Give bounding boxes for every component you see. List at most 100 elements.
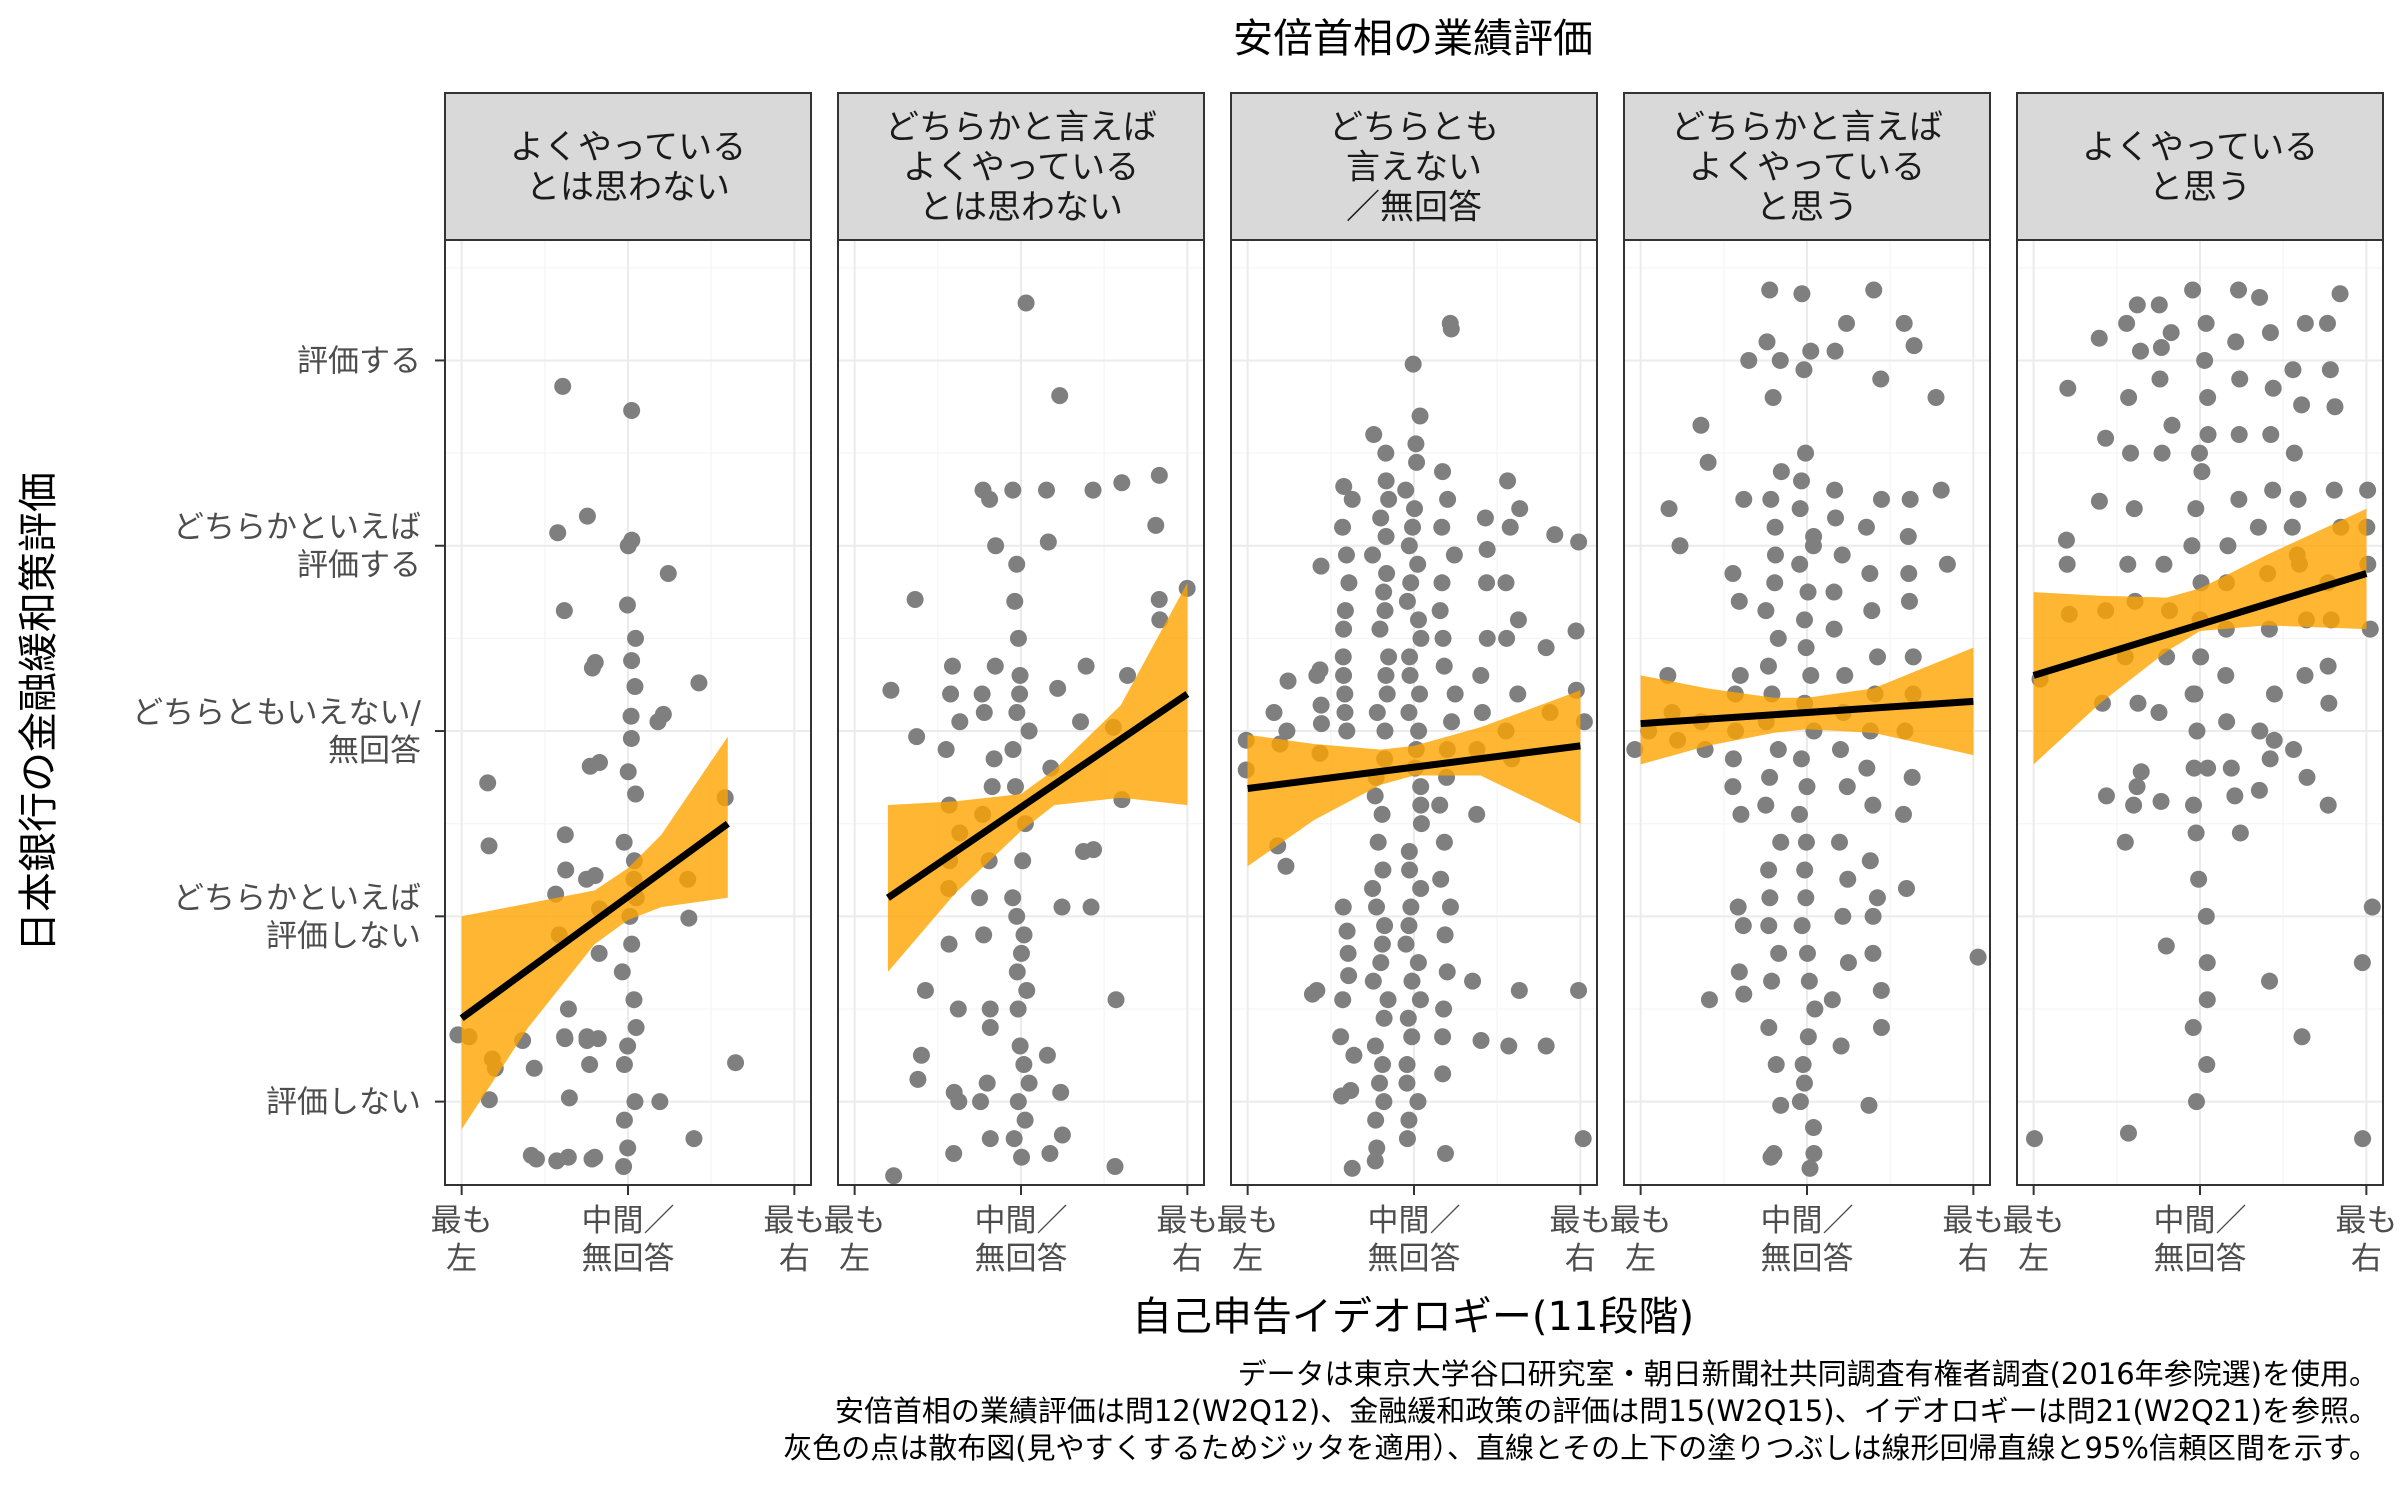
data-point (1335, 620, 1353, 638)
data-point (2122, 444, 2140, 462)
data-point (1366, 1037, 1384, 1055)
data-point (1366, 1152, 1384, 1170)
data-point (1903, 768, 1921, 786)
data-point (1011, 666, 1029, 684)
strip-label-line: よくやっている (903, 148, 1139, 188)
data-point (2197, 907, 2215, 925)
data-point (1805, 1145, 1823, 1162)
data-point (556, 1028, 574, 1046)
data-point (1398, 1056, 1416, 1074)
data-point (1771, 351, 1789, 369)
data-point (1364, 972, 1382, 990)
data-point (1119, 666, 1137, 684)
data-point (1836, 666, 1854, 684)
data-point (1343, 490, 1361, 508)
data-point (1336, 602, 1354, 620)
x-tick-label: 最も (824, 1203, 886, 1239)
data-point (1402, 898, 1420, 916)
data-point (943, 657, 961, 675)
data-point (1797, 444, 1815, 462)
data-point (1409, 954, 1427, 972)
data-point (1574, 1130, 1592, 1148)
data-point (2226, 787, 2244, 805)
data-point (1075, 842, 1093, 860)
data-point (560, 1089, 578, 1107)
y-tick-label: どちらともいえない/ (132, 695, 421, 731)
data-point (1660, 500, 1678, 518)
data-point (559, 1000, 577, 1018)
data-point (1802, 342, 1820, 360)
data-point (1434, 463, 1452, 481)
data-point (1409, 611, 1427, 629)
data-point (623, 401, 641, 419)
data-point (623, 531, 641, 549)
data-point (578, 870, 596, 888)
data-point (1380, 648, 1398, 666)
data-point (2261, 750, 2279, 768)
data-point (1436, 1145, 1454, 1162)
data-point (1861, 852, 1879, 870)
data-point (581, 757, 599, 775)
caption: データは東京大学谷口研究室・朝日新聞社共同調査有権者調査(2016年参院選)を使… (783, 1357, 2378, 1465)
data-point (1767, 1056, 1785, 1074)
data-point (1927, 389, 1945, 406)
data-point (1799, 583, 1817, 601)
data-point (2119, 555, 2137, 573)
data-point (2190, 444, 2208, 462)
data-point (2196, 351, 2214, 369)
x-tick-label: 無回答 (975, 1241, 1068, 1277)
data-point (2319, 796, 2337, 814)
data-point (1793, 917, 1811, 935)
data-point (2198, 991, 2216, 1009)
data-point (1435, 833, 1453, 851)
data-point (1411, 407, 1429, 425)
data-point (2150, 296, 2168, 314)
data-point (949, 1000, 967, 1018)
data-point (1894, 805, 1912, 823)
data-point (1735, 490, 1753, 508)
strip-label-line: よくやっている (1689, 148, 1925, 188)
data-point (480, 837, 498, 855)
data-point (1472, 666, 1490, 684)
data-point (1801, 1159, 1819, 1177)
data-point (987, 537, 1005, 555)
data-point (2131, 342, 2149, 360)
data-point (2151, 370, 2169, 388)
data-point (978, 1074, 996, 1092)
data-point (2116, 833, 2134, 851)
data-point (1339, 944, 1357, 962)
data-point (983, 778, 1001, 796)
data-point (2152, 338, 2170, 356)
data-point (659, 565, 677, 583)
data-point (937, 741, 955, 759)
data-point (1794, 1056, 1812, 1074)
data-point (627, 1019, 645, 1036)
data-point (1570, 981, 1588, 999)
data-point (2265, 685, 2283, 703)
data-point (680, 909, 698, 927)
data-point (1106, 1157, 1124, 1175)
data-point (1368, 898, 1386, 916)
data-point (1825, 620, 1843, 638)
data-point (1374, 861, 1392, 879)
data-point (1340, 574, 1358, 592)
data-point (581, 1056, 599, 1074)
data-point (1412, 796, 1430, 814)
data-point (1692, 416, 1710, 434)
strip-background (1623, 92, 1991, 241)
data-point (1403, 972, 1421, 990)
data-point (1868, 889, 1886, 907)
strip-background (444, 92, 812, 241)
data-point (2192, 648, 2210, 666)
data-point (1734, 917, 1752, 935)
data-point (1004, 741, 1022, 759)
data-point (1364, 546, 1382, 564)
data-point (1793, 285, 1811, 303)
data-point (1864, 907, 1882, 925)
data-point (625, 991, 643, 1009)
data-point (1796, 611, 1814, 629)
data-point (1464, 972, 1482, 990)
data-point (1732, 805, 1750, 823)
data-point (2119, 1124, 2137, 1142)
data-point (1905, 337, 1923, 355)
